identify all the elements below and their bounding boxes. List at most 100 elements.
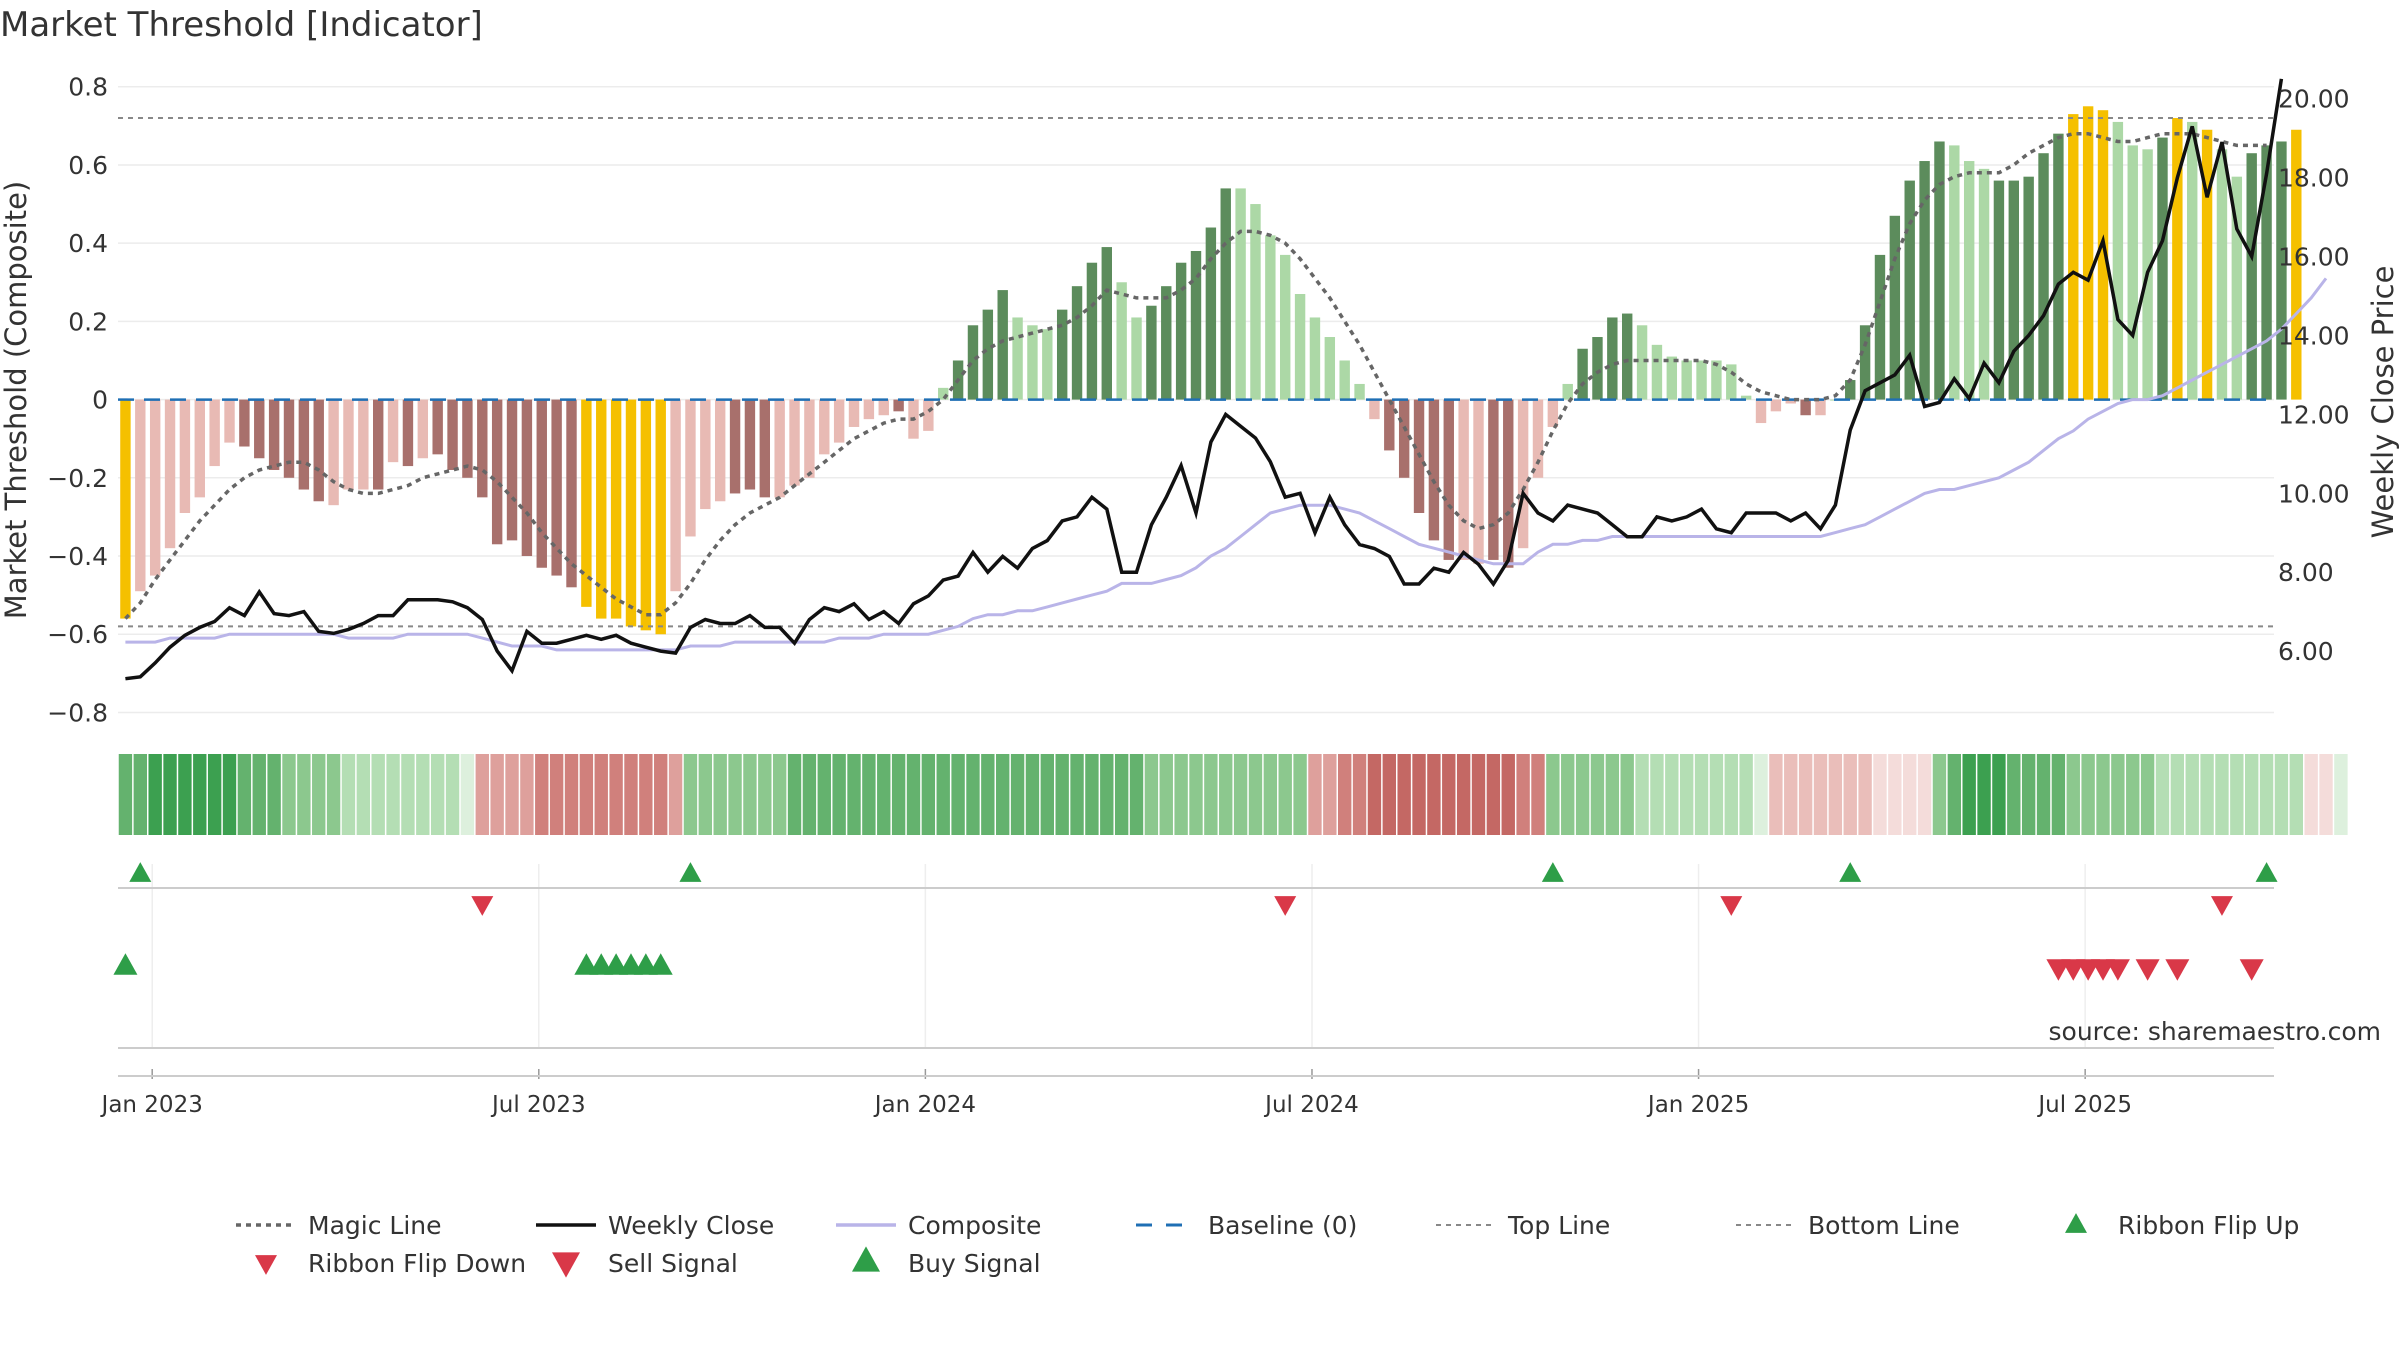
composite-bar	[1740, 395, 1752, 400]
composite-bar	[2231, 176, 2243, 400]
composite-bar	[224, 399, 235, 443]
y-tick-left-label: −0.8	[47, 698, 108, 727]
composite-bar	[373, 399, 384, 490]
composite-bar	[2008, 180, 2019, 400]
composite-bar	[1369, 399, 1380, 420]
y-tick-left-label: 0.4	[68, 229, 108, 258]
composite-bar	[1205, 227, 1217, 400]
composite-bar	[239, 399, 250, 447]
ribbon-cell	[1352, 754, 1367, 835]
ribbon-cell	[1323, 754, 1337, 835]
ribbon-cell	[1293, 754, 1307, 835]
chart-title: Market Threshold [Indicator]	[0, 5, 483, 45]
composite-bar	[1577, 348, 1588, 400]
ribbon-cell	[1159, 754, 1173, 835]
ribbon-cell	[1605, 754, 1620, 835]
composite-bar	[536, 399, 547, 568]
ribbon-cell	[1843, 754, 1857, 835]
ribbon-cell	[1219, 754, 1233, 835]
ribbon-cell	[1947, 754, 1962, 835]
legend-label: Magic Line	[308, 1211, 442, 1240]
composite-bar	[1116, 282, 1127, 400]
composite-bar	[432, 399, 443, 455]
composite-bar	[1666, 356, 1678, 400]
ribbon-cell	[654, 754, 668, 835]
ribbon-cell	[564, 754, 579, 835]
ribbon-cell	[1724, 754, 1738, 835]
ribbon-cell	[1903, 754, 1917, 835]
legend-label: Ribbon Flip Up	[2118, 1211, 2299, 1240]
composite-bar	[2097, 110, 2109, 400]
sell-signal-marker	[2135, 959, 2160, 981]
composite-bar	[1845, 380, 1856, 400]
composite-bar	[2082, 106, 2094, 400]
composite-bar	[268, 399, 280, 470]
ribbon-cell	[1798, 754, 1813, 835]
composite-bar	[1294, 294, 1306, 400]
composite-bar	[819, 399, 830, 455]
composite-bar	[1101, 247, 1112, 400]
x-tick-label: Jul 2024	[1263, 1092, 1359, 1118]
ribbon-cell	[1471, 754, 1486, 835]
composite-bar	[2172, 118, 2183, 400]
ribbon-cell	[416, 754, 430, 835]
composite-bar	[491, 399, 503, 545]
composite-bar	[1071, 286, 1083, 400]
legend-label: Ribbon Flip Down	[308, 1249, 526, 1278]
composite-bar	[893, 399, 904, 412]
ribbon-cell	[1828, 754, 1843, 835]
x-tick-label: Jan 2023	[100, 1092, 203, 1118]
ribbon-cell	[1813, 754, 1828, 835]
ribbon-cell	[683, 754, 698, 835]
ribbon-cell	[490, 754, 504, 835]
ribbon-cell	[1040, 754, 1055, 835]
composite-bar	[462, 399, 473, 478]
ribbon-cell	[1442, 754, 1456, 835]
ribbon-cell	[1456, 754, 1471, 835]
composite-bar	[1919, 161, 1930, 400]
ribbon-cell	[1679, 754, 1694, 835]
composite-bar	[164, 399, 176, 549]
ribbon-cell	[1501, 754, 1515, 835]
buy-signal-marker	[648, 953, 673, 975]
composite-bar	[254, 399, 265, 459]
composite-bar	[1250, 204, 1261, 400]
composite-bar	[506, 399, 518, 541]
composite-bar	[179, 399, 191, 513]
composite-bar	[581, 399, 592, 607]
composite-bar	[1726, 364, 1737, 400]
ribbon-cell	[579, 754, 594, 835]
composite-bar	[2291, 129, 2302, 400]
ribbon-cell	[520, 754, 534, 835]
ribbon-cell	[2289, 754, 2303, 835]
composite-bar	[477, 399, 488, 498]
composite-bar	[1755, 399, 1767, 424]
ribbon-cell	[698, 754, 713, 835]
ribbon-cell	[1620, 754, 1634, 835]
ribbon-cell	[832, 754, 846, 835]
ribbon-cell	[1010, 754, 1025, 835]
composite-bar	[1458, 399, 1469, 560]
ribbon-cell	[772, 754, 787, 835]
ribbon-cell	[356, 754, 371, 835]
composite-bar	[923, 399, 934, 431]
composite-bar	[1874, 254, 1886, 400]
composite-bar	[1131, 317, 1142, 400]
composite-bar	[759, 399, 771, 498]
ribbon-cell	[802, 754, 817, 835]
ribbon-flip-up-marker	[1839, 862, 1862, 882]
ribbon-cell	[2185, 754, 2199, 835]
ribbon-cell	[1486, 754, 1501, 835]
ribbon-cell	[1561, 754, 1575, 835]
ribbon-cell	[2155, 754, 2170, 835]
ribbon-cell	[668, 754, 683, 835]
ribbon-cell	[847, 754, 861, 835]
ribbon-cell	[1665, 754, 1679, 835]
composite-bar	[1428, 399, 1440, 541]
ribbon-cell	[1070, 754, 1084, 835]
x-tick-label: Jan 2024	[873, 1092, 976, 1118]
legend-item-buy: Buy Signal	[852, 1246, 1041, 1278]
legend-item-flip_down: Ribbon Flip Down	[255, 1249, 526, 1278]
composite-bar	[1235, 188, 1246, 400]
composite-bar	[2246, 153, 2257, 400]
